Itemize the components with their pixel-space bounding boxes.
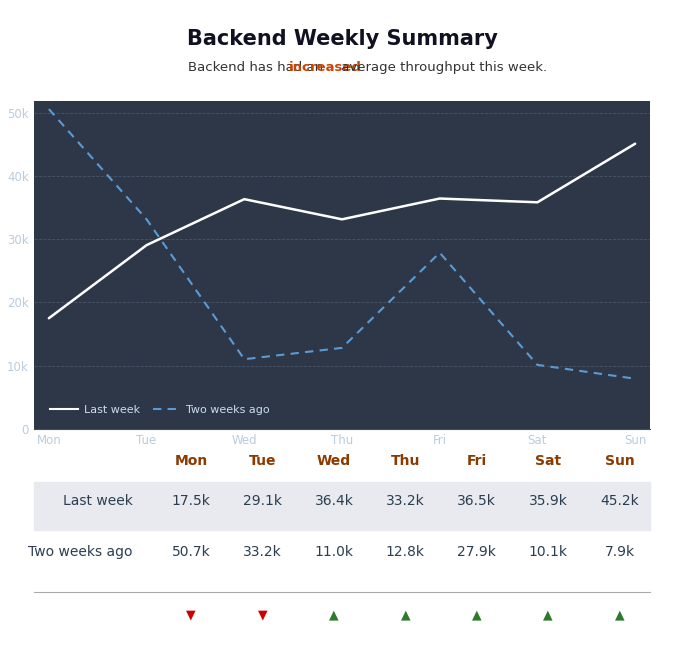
Text: ▲: ▲ xyxy=(329,609,339,622)
Text: 29.1k: 29.1k xyxy=(243,494,282,508)
Text: Mon: Mon xyxy=(174,454,208,468)
Text: 10.1k: 10.1k xyxy=(529,546,568,559)
Text: Wed: Wed xyxy=(317,454,351,468)
Text: Sun: Sun xyxy=(605,454,635,468)
Text: Sat: Sat xyxy=(535,454,562,468)
Text: 50.7k: 50.7k xyxy=(172,546,211,559)
Text: ▲: ▲ xyxy=(615,609,624,622)
Text: Fri: Fri xyxy=(466,454,487,468)
Text: ▼: ▼ xyxy=(186,609,196,622)
Text: ▲: ▲ xyxy=(472,609,482,622)
Text: Backend Weekly Summary: Backend Weekly Summary xyxy=(187,29,497,49)
Text: Two weeks ago: Two weeks ago xyxy=(28,546,133,559)
Text: Backend has had an: Backend has had an xyxy=(188,61,328,74)
Text: ▲: ▲ xyxy=(543,609,553,622)
Text: 36.5k: 36.5k xyxy=(458,494,497,508)
Text: 27.9k: 27.9k xyxy=(458,546,497,559)
Text: ▲: ▲ xyxy=(401,609,410,622)
Text: 17.5k: 17.5k xyxy=(172,494,211,508)
Text: increased: increased xyxy=(289,61,362,74)
Text: Thu: Thu xyxy=(391,454,420,468)
Text: 11.0k: 11.0k xyxy=(315,546,354,559)
Text: Tue: Tue xyxy=(249,454,276,468)
Text: average throughput this week.: average throughput this week. xyxy=(337,61,547,74)
Text: 12.8k: 12.8k xyxy=(386,546,425,559)
Text: Last week: Last week xyxy=(63,494,133,508)
Text: 35.9k: 35.9k xyxy=(529,494,568,508)
Text: 33.2k: 33.2k xyxy=(244,546,282,559)
Legend: Last week, Two weeks ago: Last week, Two weeks ago xyxy=(46,401,274,420)
Text: 33.2k: 33.2k xyxy=(386,494,425,508)
Bar xyxy=(34,481,650,530)
Text: 45.2k: 45.2k xyxy=(601,494,639,508)
Text: ▼: ▼ xyxy=(258,609,267,622)
Text: 7.9k: 7.9k xyxy=(605,546,635,559)
Text: 36.4k: 36.4k xyxy=(315,494,354,508)
